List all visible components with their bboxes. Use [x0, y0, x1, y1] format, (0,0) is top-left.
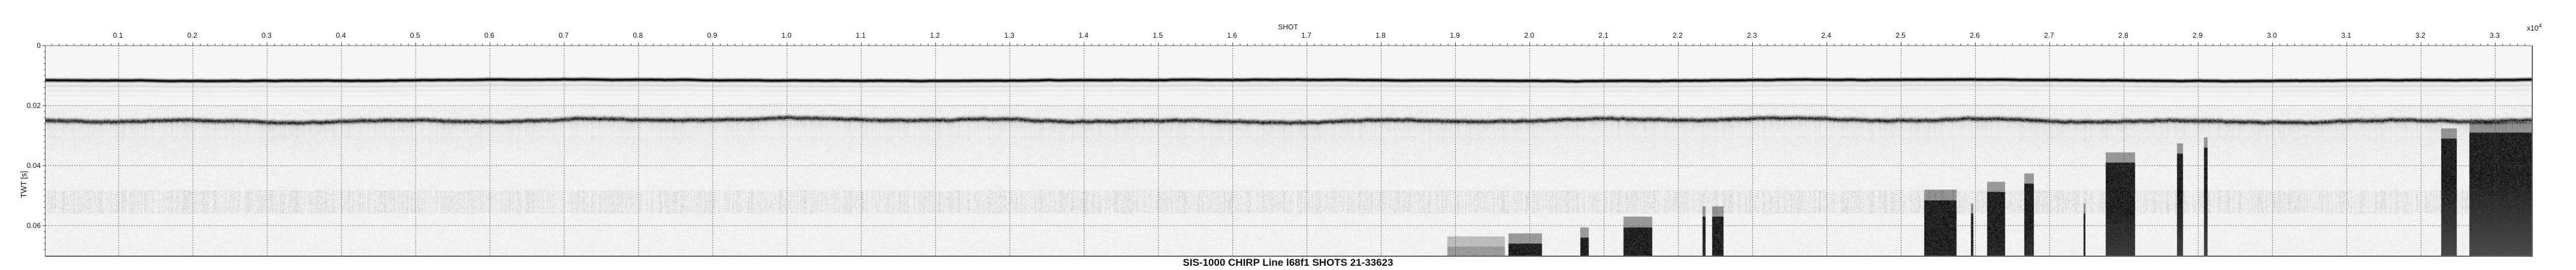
grid-overlay: [43, 43, 2532, 256]
x-tick-label: 2.4: [1821, 31, 1831, 40]
chart-title: SIS-1000 CHIRP Line l68f1 SHOTS 21-33623: [1183, 257, 1393, 268]
x-tick-label: 1.4: [1078, 31, 1089, 40]
x-tick-label: 3.1: [2341, 31, 2351, 40]
x-tick-label: 1.0: [781, 31, 792, 40]
x-tick-label: 1.7: [1301, 31, 1311, 40]
x-tick-label: 2.2: [1673, 31, 1683, 40]
x-tick-label: 2.0: [1524, 31, 1534, 40]
seismic-section-plot: [43, 43, 2533, 257]
x-tick-label: 2.8: [2118, 31, 2128, 40]
x-tick-label: 2.6: [1970, 31, 1980, 40]
x-axis-label: SHOT: [1278, 23, 1298, 31]
y-tick-label: 0.02: [26, 101, 41, 110]
x-tick-label: 0.2: [187, 31, 198, 40]
y-tick-label: 0.04: [26, 161, 41, 170]
x-tick-label: 2.3: [1747, 31, 1757, 40]
x-tick-label: 1.8: [1375, 31, 1386, 40]
y-tick-label: 0: [37, 41, 41, 50]
x-tick-label: 0.8: [633, 31, 643, 40]
x-tick-label: 3.2: [2415, 31, 2426, 40]
x-tick-label: 0.7: [558, 31, 569, 40]
x-tick-label: 1.5: [1153, 31, 1163, 40]
y-tick-label: 0.06: [26, 221, 41, 230]
y-axis-label: TWT [s]: [19, 170, 28, 198]
x-tick-label: 1.2: [930, 31, 941, 40]
x-tick-label: 2.1: [1598, 31, 1609, 40]
x-tick-label: 1.9: [1450, 31, 1460, 40]
x-tick-label: 0.9: [707, 31, 718, 40]
x-tick-label: 1.1: [855, 31, 866, 40]
x-tick-label: 0.6: [484, 31, 495, 40]
x-tick-label: 0.1: [113, 31, 123, 40]
x-tick-label: 1.6: [1227, 31, 1237, 40]
x-tick-label: 0.4: [335, 31, 346, 40]
seismic-amplitude-image: [46, 46, 2532, 256]
x-axis-exponent: x104: [2527, 23, 2542, 32]
x-tick-label: 0.5: [410, 31, 421, 40]
x-tick-label: 2.5: [1895, 31, 1906, 40]
x-exponent-power: 4: [2538, 23, 2542, 29]
x-tick-label: 1.3: [1004, 31, 1015, 40]
x-tick-label: 3.3: [2489, 31, 2500, 40]
x-tick-label: 0.3: [261, 31, 272, 40]
x-exponent-base: x10: [2527, 24, 2539, 32]
x-tick-label: 2.9: [2193, 31, 2203, 40]
x-tick-label: 3.0: [2266, 31, 2277, 40]
x-tick-label: 2.7: [2044, 31, 2054, 40]
